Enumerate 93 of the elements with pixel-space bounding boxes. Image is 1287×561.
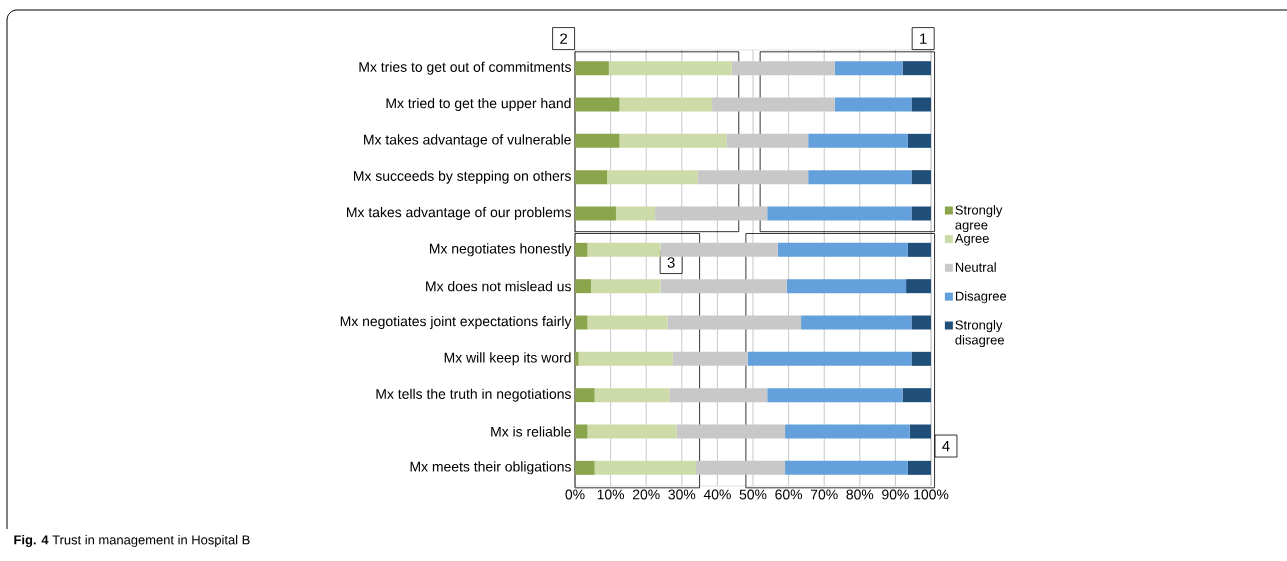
bar xyxy=(767,388,903,403)
bar xyxy=(911,170,932,185)
legend-label: Neutral xyxy=(955,262,996,272)
bar xyxy=(767,206,912,221)
y-tick-label: Mx does not mislead us xyxy=(426,281,571,292)
bar xyxy=(575,351,579,366)
bar xyxy=(655,206,768,221)
x-tick-label: 40% xyxy=(703,489,731,500)
y-tick-label: Mx takes advantage of our problems xyxy=(347,207,571,220)
bar xyxy=(696,460,786,475)
bar xyxy=(667,315,802,330)
bar xyxy=(587,315,668,330)
bar xyxy=(575,61,609,76)
bar xyxy=(594,388,670,403)
bar xyxy=(575,206,616,221)
bar xyxy=(907,242,932,257)
bar xyxy=(902,388,932,403)
bar xyxy=(911,315,932,330)
bar xyxy=(619,97,713,112)
y-tick-label: Mx tried to get the upper hand xyxy=(386,98,571,111)
bar xyxy=(607,170,698,185)
bar xyxy=(808,170,912,185)
y-tick-label: Mx succeeds by stepping on others xyxy=(353,170,571,184)
bar xyxy=(801,315,912,330)
bar xyxy=(834,97,912,112)
x-tick-label: 80% xyxy=(846,489,874,500)
bar xyxy=(608,61,732,76)
bar xyxy=(747,351,912,366)
bar xyxy=(575,133,620,148)
bar xyxy=(726,133,809,148)
legend-label: Strongly disagree xyxy=(955,320,1004,348)
x-tick-label: 20% xyxy=(632,489,660,500)
x-tick-label: 100% xyxy=(914,489,949,500)
bar xyxy=(731,61,835,76)
x-tick-label: 0% xyxy=(565,489,585,500)
legend-label: Agree xyxy=(954,233,989,246)
bar xyxy=(575,460,595,475)
bar xyxy=(834,61,903,76)
annotation: 3 xyxy=(667,257,675,268)
legend-label: Disagree xyxy=(955,291,1007,304)
x-tick-label: 30% xyxy=(668,489,696,500)
bar xyxy=(615,206,656,221)
bar xyxy=(906,279,932,294)
y-tick-label: Mx will keep its word xyxy=(444,352,571,366)
bar xyxy=(911,351,932,366)
bar xyxy=(575,242,588,257)
text: 2 xyxy=(560,33,568,44)
y-tick-label: Mx negotiates honestly xyxy=(429,243,572,257)
bar xyxy=(575,97,620,112)
bar xyxy=(785,460,908,475)
bar xyxy=(575,279,592,294)
bar xyxy=(907,133,932,148)
bar xyxy=(697,170,809,185)
bar xyxy=(587,424,677,439)
bar xyxy=(676,424,786,439)
x-tick-label: 50% xyxy=(739,489,767,500)
bar xyxy=(575,170,608,185)
text: 1 xyxy=(920,33,927,44)
x-tick-label: 90% xyxy=(882,489,909,500)
bar xyxy=(575,388,595,403)
text: 4 xyxy=(942,440,950,452)
y-tick-label: Mx is reliable xyxy=(491,426,571,437)
y-tick-label: Mx tells the truth in negotiations xyxy=(376,388,571,402)
bar xyxy=(660,242,778,257)
bar xyxy=(909,424,932,439)
bar xyxy=(578,351,673,366)
bar xyxy=(786,279,907,294)
y-tick-label: Mx meets their obligations xyxy=(410,461,571,475)
bar xyxy=(575,424,588,439)
bar xyxy=(672,351,748,366)
bar xyxy=(591,279,661,294)
bar xyxy=(902,61,932,76)
bar xyxy=(669,388,768,403)
bar xyxy=(907,460,932,475)
bar xyxy=(619,133,727,148)
x-tick-label: 10% xyxy=(597,489,625,500)
bar xyxy=(712,97,835,112)
x-tick-label: 60% xyxy=(775,489,803,500)
text: Fig. 4 Trust in management in Hospital B xyxy=(14,534,250,548)
bar xyxy=(660,279,787,294)
y-tick-label: Mx tries to get out of commitments xyxy=(359,61,571,75)
bar xyxy=(785,424,910,439)
y-tick-label: Mx negotiates joint expectations fairly xyxy=(340,316,572,329)
bar xyxy=(575,315,588,330)
legend-label: Strongly agree xyxy=(955,205,1003,233)
bar xyxy=(911,97,932,112)
bar xyxy=(594,460,697,475)
bar xyxy=(777,242,908,257)
bar xyxy=(911,206,932,221)
bar xyxy=(587,242,661,257)
y-tick-label: Mx takes advantage of vulnerable xyxy=(364,134,571,148)
x-tick-label: 70% xyxy=(810,489,838,500)
bar xyxy=(808,133,908,148)
